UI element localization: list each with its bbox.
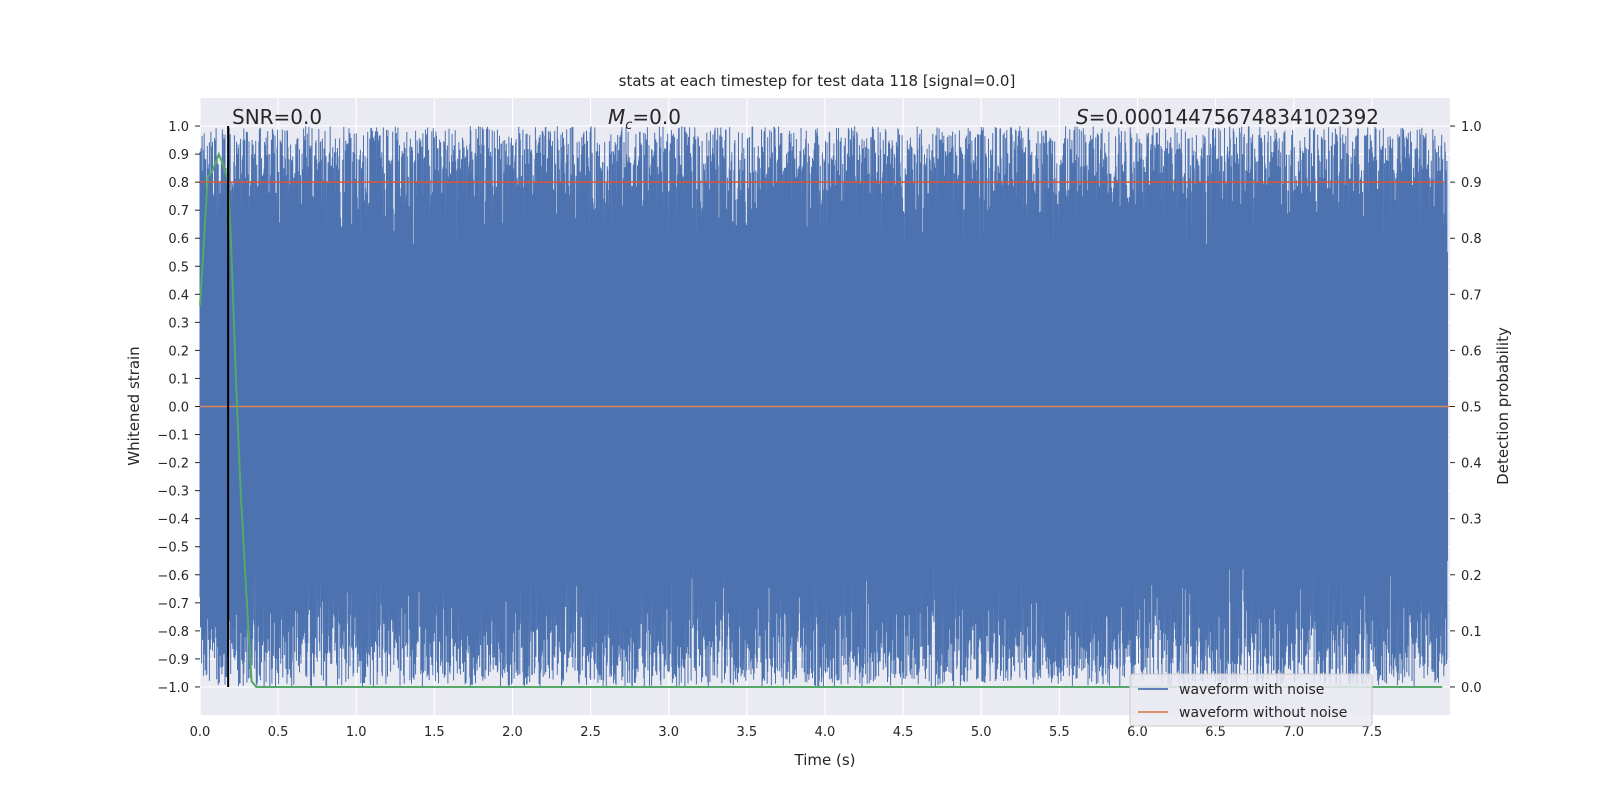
x-tick-label: 2.0	[502, 725, 523, 740]
x-tick-label: 3.0	[658, 725, 679, 740]
y-tick-label: 0.3	[168, 316, 189, 331]
series-detection-probability	[199, 151, 1443, 688]
y-tick-label: −0.3	[157, 485, 189, 500]
chirp-mass-annotation: Mc=0.0	[608, 105, 681, 133]
x-tick-label: 5.5	[1049, 725, 1070, 740]
x-tick-label: 0.0	[190, 725, 211, 740]
y-tick-labels: 1.0 0.9 0.8 0.7 0.6 0.5 0.4 0.3 0.2 0.1 0.0 −0.1 −0.…	[157, 120, 200, 696]
x-tick-label: 1.5	[424, 725, 445, 740]
s-annotation: S=0.00014475674834102392	[1076, 105, 1379, 129]
y-tick-label: 0.6	[168, 232, 189, 247]
x-tick-label: 1.0	[346, 725, 367, 740]
x-tick-labels: 0.0 0.5 1.0 1.5 2.0 2.5 3.0 3.5 4.0 4.5 5.0 5.5 6.0 6…	[190, 725, 1383, 740]
x-tick-label: 3.5	[737, 725, 758, 740]
y-tick-label: −0.2	[157, 457, 189, 472]
y-right-tick-label: 0.1	[1461, 625, 1482, 640]
y-tick-label: 0.2	[168, 344, 189, 359]
y-tick-label: 0.0	[168, 401, 189, 416]
x-tick-label: 2.5	[580, 725, 601, 740]
y-tick-label: −0.4	[157, 513, 189, 528]
snr-annotation: SNR=0.0	[232, 105, 322, 129]
x-tick-label: 7.5	[1362, 725, 1383, 740]
legend: waveform with noise waveform without noi…	[1129, 673, 1373, 727]
y-right-tick-label: 0.7	[1461, 288, 1482, 303]
x-tick-label: 6.5	[1205, 725, 1226, 740]
y-right-axis-label: Detection probability	[1494, 327, 1512, 485]
x-tick-label: 6.0	[1127, 725, 1148, 740]
chirp-mass-value: =0.0	[632, 105, 681, 129]
chirp-mass-subscript: c	[625, 118, 632, 133]
y-tick-label: −0.1	[157, 429, 189, 444]
noise-line	[199, 126, 1448, 688]
y-right-tick-label: 0.8	[1461, 232, 1482, 247]
y-tick-label: 0.8	[168, 176, 189, 191]
x-tick-label: 4.5	[893, 725, 914, 740]
legend-label-clean: waveform without noise	[1179, 705, 1347, 721]
y-axis-label: Whitened strain	[125, 346, 143, 465]
y-right-tick-label: 0.3	[1461, 513, 1482, 528]
y-tick-label: 0.4	[168, 288, 189, 303]
y-right-tick-label: 0.4	[1461, 457, 1482, 472]
x-tick-label: 7.0	[1283, 725, 1304, 740]
legend-box	[1129, 673, 1373, 727]
probability-line	[199, 151, 1443, 688]
chart-title: stats at each timestep for test data 118…	[619, 72, 1016, 90]
chirp-mass-symbol: M	[608, 105, 625, 129]
y-tick-label: −0.5	[157, 541, 189, 556]
y-right-tick-labels: 1.0 0.9 0.8 0.7 0.6 0.5 0.4 0.3 0.2 0.1 0.0	[1450, 120, 1482, 696]
y-right-tick-label: 0.5	[1461, 401, 1482, 416]
y-tick-label: 0.5	[168, 260, 189, 275]
y-right-tick-label: 1.0	[1461, 120, 1482, 135]
s-symbol: S	[1076, 105, 1089, 129]
y-tick-label: 0.9	[168, 148, 189, 163]
y-tick-label: −0.7	[157, 597, 189, 612]
y-tick-label: 0.7	[168, 204, 189, 219]
y-tick-label: −0.8	[157, 625, 189, 640]
x-tick-label: 5.0	[971, 725, 992, 740]
y-tick-label: −0.6	[157, 569, 189, 584]
x-axis-label: Time (s)	[794, 751, 856, 769]
s-value: =0.00014475674834102392	[1089, 105, 1379, 129]
y-right-tick-label: 0.2	[1461, 569, 1482, 584]
y-tick-label: 1.0	[168, 120, 189, 135]
y-tick-label: −0.9	[157, 653, 189, 668]
x-tick-label: 4.0	[815, 725, 836, 740]
y-right-tick-label: 0.9	[1461, 176, 1482, 191]
y-right-tick-label: 0.0	[1461, 681, 1482, 696]
y-tick-label: −1.0	[157, 681, 189, 696]
legend-label-noise: waveform with noise	[1179, 682, 1324, 698]
x-tick-label: 0.5	[268, 725, 289, 740]
y-right-tick-label: 0.6	[1461, 344, 1482, 359]
y-tick-label: 0.1	[168, 372, 189, 387]
